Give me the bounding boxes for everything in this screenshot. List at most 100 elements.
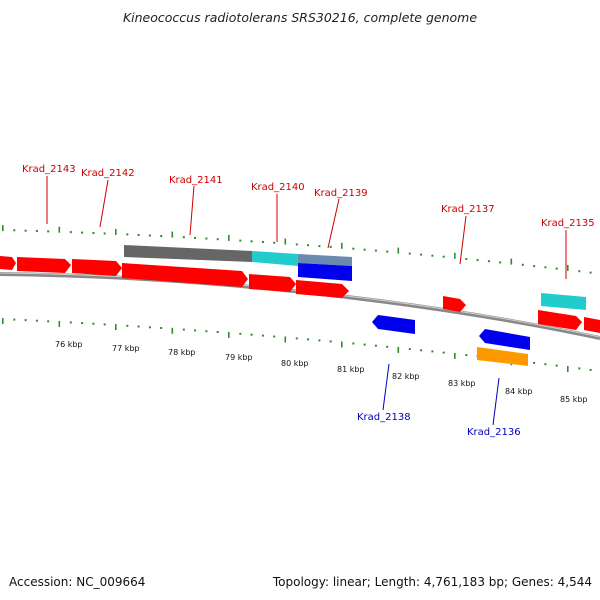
minor-tick	[81, 322, 84, 325]
gene-krad-2140-arrow[interactable]	[122, 263, 248, 287]
minor-tick	[47, 230, 50, 233]
major-tick	[228, 234, 230, 241]
scale-label-83-kbp: 83 kbp	[448, 379, 476, 388]
map-title: Kineococcus radiotolerans SRS30216, comp…	[122, 10, 478, 25]
gene-krad-2138-arrow[interactable]	[372, 315, 415, 334]
minor-tick	[126, 324, 129, 327]
gene-label-krad-2141[interactable]: Krad_2141	[169, 175, 223, 186]
gene-krad-2136-arrow[interactable]	[479, 329, 530, 350]
minor-tick	[148, 234, 151, 237]
major-tick	[58, 320, 61, 327]
gene-krad-2141-arrow[interactable]	[72, 259, 122, 276]
gene-label-krad-2137[interactable]: Krad_2137	[441, 204, 495, 215]
gene-krad-2137-arrow[interactable]	[443, 296, 466, 312]
minor-tick	[81, 231, 84, 234]
major-tick	[2, 318, 4, 325]
minor-tick	[239, 239, 242, 242]
minor-tick	[148, 326, 151, 329]
gene-label-krad-2135[interactable]: Krad_2135	[541, 218, 595, 229]
minor-tick	[329, 340, 332, 343]
minor-tick	[103, 323, 106, 326]
scale-label-80-kbp: 80 kbp	[281, 359, 309, 368]
major-tick	[341, 341, 343, 348]
minor-tick	[137, 234, 140, 236]
minor-tick	[13, 229, 16, 232]
major-tick	[510, 258, 513, 265]
gene-feature-blue-strip[interactable]	[298, 263, 352, 281]
minor-tick	[465, 258, 468, 260]
gene-red-arrow-edge[interactable]	[584, 317, 600, 333]
minor-tick	[408, 252, 411, 255]
major-tick	[228, 331, 230, 338]
minor-tick	[126, 233, 129, 236]
minor-tick	[307, 338, 310, 341]
minor-tick	[160, 235, 163, 238]
gene-krad-2143-arrow[interactable]	[0, 256, 16, 270]
gene-red-arrow-300[interactable]	[296, 280, 349, 298]
minor-tick	[35, 230, 38, 232]
minor-tick	[160, 327, 163, 329]
minor-tick	[295, 337, 298, 340]
minor-tick	[521, 263, 524, 266]
scale-label-76-kbp: 76 kbp	[55, 340, 83, 349]
gene-label-krad-2140[interactable]: Krad_2140	[251, 182, 305, 193]
minor-tick	[431, 350, 434, 353]
minor-tick	[589, 368, 592, 371]
minor-tick	[24, 319, 27, 322]
minor-tick	[420, 253, 423, 256]
gene-krad-2135-arrow[interactable]	[538, 310, 582, 330]
minor-tick	[578, 270, 581, 273]
scale-label-81-kbp: 81 kbp	[337, 365, 365, 374]
major-tick	[284, 336, 287, 343]
minor-tick	[420, 349, 423, 352]
reverse-label-leaders	[382, 363, 500, 426]
minor-tick	[194, 329, 197, 332]
scale-label-79-kbp: 79 kbp	[225, 353, 253, 362]
minor-tick	[442, 351, 445, 354]
major-tick	[454, 352, 456, 359]
major-tick	[341, 242, 343, 249]
minor-tick	[544, 363, 547, 366]
gene-krad-2139-arrow[interactable]	[249, 274, 296, 292]
gene-feature-gray[interactable]	[124, 245, 252, 262]
minor-tick	[35, 319, 38, 322]
gene-label-krad-2139[interactable]: Krad_2139	[314, 188, 368, 199]
minor-tick	[533, 265, 536, 268]
minor-tick	[261, 241, 264, 243]
gene-label-krad-2136[interactable]: Krad_2136	[467, 427, 521, 438]
minor-tick	[578, 367, 581, 370]
minor-tick	[386, 250, 389, 253]
forward-label-leaders	[46, 176, 567, 279]
reverse-scale-ticks	[2, 318, 592, 372]
minor-tick	[13, 318, 16, 321]
minor-tick	[307, 244, 310, 247]
minor-tick	[194, 236, 197, 239]
minor-tick	[363, 248, 366, 251]
minor-tick	[352, 247, 355, 250]
gene-orange-feature[interactable]	[477, 347, 528, 366]
minor-tick	[386, 345, 389, 348]
gene-label-krad-2142[interactable]: Krad_2142	[81, 168, 135, 179]
minor-tick	[273, 241, 276, 244]
gene-cyan-feature-right[interactable]	[541, 293, 586, 310]
minor-tick	[487, 260, 490, 263]
minor-tick	[408, 348, 411, 351]
minor-tick	[544, 266, 547, 269]
gene-label-krad-2138[interactable]: Krad_2138	[357, 412, 411, 423]
gene-krad-2142-arrow[interactable]	[17, 257, 71, 273]
minor-tick	[137, 325, 140, 328]
minor-tick	[182, 328, 185, 331]
gene-feature-steel[interactable]	[298, 254, 352, 266]
minor-tick	[533, 361, 536, 364]
scale-label-77-kbp: 77 kbp	[112, 344, 140, 353]
minor-tick	[216, 331, 219, 333]
minor-tick	[261, 334, 264, 337]
minor-tick	[352, 342, 355, 345]
minor-tick	[555, 364, 558, 367]
minor-tick	[216, 238, 219, 241]
minor-tick	[374, 344, 377, 347]
gene-feature-cyan[interactable]	[252, 251, 298, 266]
minor-tick	[431, 254, 434, 257]
minor-tick	[273, 335, 276, 338]
gene-label-krad-2143[interactable]: Krad_2143	[22, 164, 76, 175]
